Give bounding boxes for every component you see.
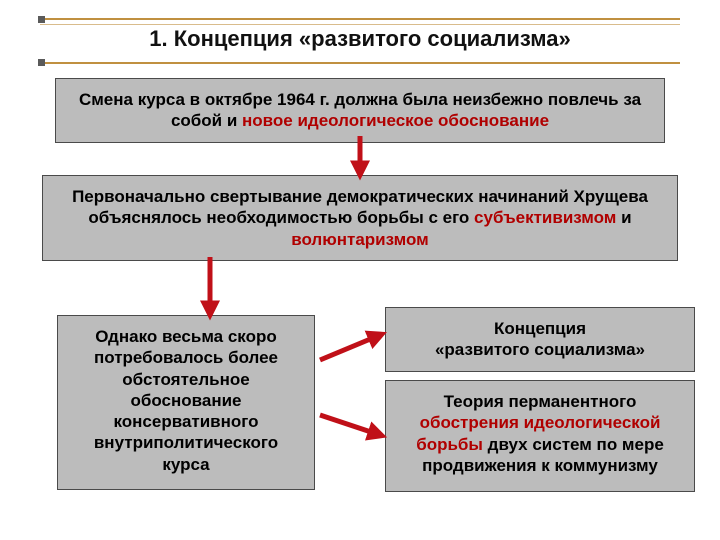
text-line: Концепция (494, 319, 586, 338)
text-accent: волюнтаризмом (291, 230, 429, 249)
text-plain: Теория перманентного (444, 392, 637, 411)
flow-box-concept: Концепция «развитого социализма» (385, 307, 695, 372)
title-ornament-dot (38, 16, 45, 23)
flow-box-theory: Теория перманентного обострения идеологи… (385, 380, 695, 492)
slide-title: 1. Концепция «развитого социализма» (40, 26, 680, 52)
flow-box-initial-explanation: Первоначально свертывание демократически… (42, 175, 678, 261)
text-plain: Однако весьма скоро потребовалось более … (94, 327, 278, 474)
text-line: «развитого социализма» (435, 340, 645, 359)
text-accent: новое идеологическое обоснование (242, 111, 549, 130)
text-plain: и (616, 208, 631, 227)
flow-box-intro: Смена курса в октябре 1964 г. должна был… (55, 78, 665, 143)
flow-box-however: Однако весьма скоро потребовалось более … (57, 315, 315, 490)
title-ornament-dot (38, 59, 45, 66)
slide-title-bar: 1. Концепция «развитого социализма» (40, 18, 680, 64)
text-accent: субъективизмом (474, 208, 616, 227)
